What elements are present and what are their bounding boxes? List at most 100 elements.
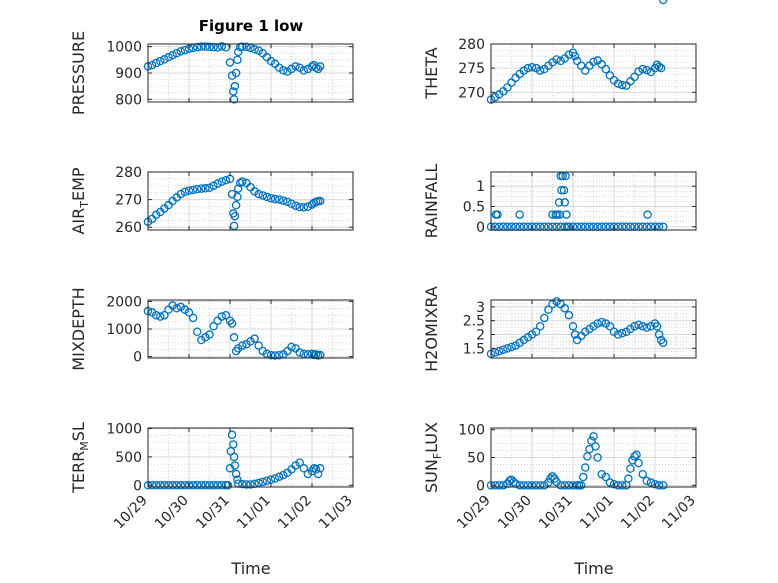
- y-tick-label: 0: [476, 478, 485, 494]
- data-point: [624, 474, 633, 483]
- data-point: [201, 184, 210, 193]
- data-point: [656, 63, 666, 73]
- axes-box: [490, 299, 697, 359]
- data-point: [197, 481, 206, 490]
- x-tick-label: 11/01: [234, 493, 274, 533]
- data-point: [642, 65, 652, 75]
- data-point: [176, 189, 186, 199]
- data-point: [597, 317, 606, 327]
- data-point: [617, 80, 627, 90]
- data-point: [531, 327, 541, 337]
- x-tick-label: 11/03: [316, 493, 356, 533]
- data-point: [597, 60, 606, 69]
- data-point: [151, 481, 161, 490]
- data-point: [188, 185, 198, 195]
- data-point: [250, 334, 259, 343]
- subplot-h2omixra: 1.522.53 H2OMIXRA: [422, 286, 697, 372]
- data-point: [315, 196, 325, 206]
- data-point: [552, 55, 561, 64]
- data-point: [642, 476, 652, 486]
- data-point: [180, 187, 190, 197]
- data-point: [568, 481, 578, 490]
- y-tick-label: 270: [115, 193, 142, 209]
- data-point: [576, 61, 586, 71]
- axes-box: [147, 427, 354, 488]
- subplot-air-temp: 260 270 280 AIRTEMP: [69, 165, 354, 236]
- data-point: [217, 42, 227, 51]
- data-point: [262, 52, 272, 62]
- data-point: [274, 195, 284, 204]
- data-point: [634, 458, 643, 468]
- data-point: [531, 63, 541, 73]
- data-point: [233, 55, 242, 65]
- data-point: [233, 184, 243, 193]
- data-point: [554, 198, 564, 207]
- data-point: [229, 440, 238, 449]
- data-point: [630, 72, 639, 82]
- subplot-theta: 270 275 280 THETA: [422, 0, 697, 104]
- data-point: [295, 348, 304, 357]
- x-tick-label: 10/30: [495, 493, 535, 533]
- data-point: [503, 344, 512, 353]
- data-point: [544, 305, 553, 314]
- data-point: [205, 481, 214, 490]
- data-point: [213, 316, 222, 325]
- data-point: [548, 472, 557, 481]
- y-tick-label: 2: [476, 328, 485, 344]
- x-tick-label: 11/03: [659, 493, 699, 533]
- data-point: [654, 330, 664, 339]
- data-point: [250, 45, 259, 54]
- data-point: [601, 64, 611, 74]
- y-tick-label: 280: [115, 165, 142, 181]
- ylabel-subscript: M: [78, 441, 91, 451]
- data-point: [231, 469, 241, 479]
- data-point: [230, 211, 240, 221]
- ylabel-subscript: T: [78, 201, 91, 209]
- data-point: [192, 184, 202, 194]
- data-point: [229, 87, 238, 96]
- data-point: [299, 203, 309, 212]
- data-point: [617, 481, 627, 490]
- y-tick-label: 800: [115, 92, 142, 108]
- data-point: [221, 310, 231, 320]
- data-point: [291, 201, 300, 210]
- ylabel-part: AIR: [69, 208, 88, 235]
- data-point: [205, 330, 214, 339]
- data-point: [560, 481, 570, 490]
- data-point: [164, 52, 173, 62]
- data-point: [646, 478, 656, 487]
- data-point: [233, 47, 243, 57]
- data-point: [279, 470, 288, 480]
- y-tick-label: 275: [458, 61, 485, 77]
- y-tick-label: 1000: [106, 422, 142, 438]
- data-point: [225, 58, 235, 67]
- y-tick-label: 280: [458, 37, 485, 53]
- data-point: [197, 42, 206, 51]
- data-point: [634, 67, 643, 76]
- data-point: [519, 66, 529, 75]
- data-point: [519, 481, 529, 490]
- y-axis-label: TERRMSL: [69, 422, 91, 494]
- data-point: [299, 66, 309, 75]
- data-point: [238, 177, 247, 186]
- data-point: [556, 481, 565, 490]
- data-point: [209, 481, 218, 490]
- data-point: [227, 430, 237, 440]
- data-point: [494, 481, 504, 490]
- data-point: [609, 479, 619, 489]
- data-point: [540, 313, 549, 323]
- data-point: [581, 66, 590, 75]
- ylabel-subscript: F: [431, 453, 444, 459]
- x-tick-label: 11/02: [275, 493, 315, 533]
- data-point: [507, 78, 516, 87]
- y-tick-label: 0: [133, 478, 142, 494]
- data-point: [523, 63, 533, 73]
- data-point: [605, 71, 615, 80]
- data-point: [313, 469, 323, 479]
- data-point: [184, 308, 194, 317]
- data-point: [172, 48, 181, 58]
- data-point: [221, 176, 231, 185]
- data-point: [658, 481, 668, 490]
